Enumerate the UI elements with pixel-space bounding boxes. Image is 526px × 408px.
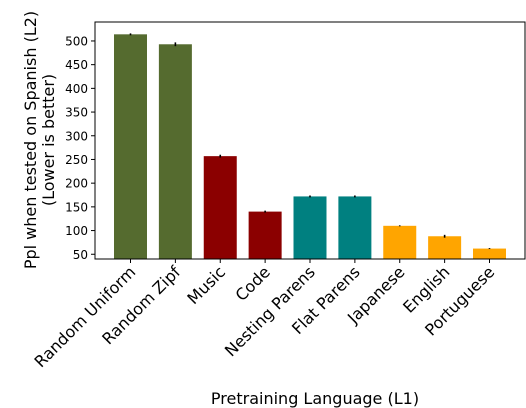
bar: [383, 225, 417, 259]
bar: [114, 34, 147, 259]
y-ticks-group: 50 100 150 200 250 300 350 400 450 500: [65, 34, 95, 262]
bars-group: [114, 34, 506, 259]
y-tick-label: 400: [65, 82, 88, 96]
y-tick-label: 350: [65, 106, 88, 120]
error-bars-group: [129, 33, 491, 250]
y-tick-label: 500: [65, 34, 88, 48]
x-axis-label: Pretraining Language (L1): [211, 389, 419, 408]
bar: [293, 196, 327, 259]
y-tick-label: 300: [65, 129, 88, 143]
x-tick-label: Code: [232, 262, 274, 304]
bar: [248, 211, 282, 259]
bar: [428, 236, 462, 259]
y-axis-label-sub: (Lower is better): [39, 74, 58, 206]
x-tick-label: Music: [183, 262, 229, 308]
y-tick-label: 100: [65, 224, 88, 238]
y-tick-label: 450: [65, 58, 88, 72]
plot-frame: [94, 21, 526, 260]
y-tick-label: 250: [65, 153, 88, 167]
bar: [473, 248, 506, 259]
bar: [158, 44, 192, 259]
bar: [338, 196, 372, 259]
y-axis-label: Ppl when tested on Spanish (L2): [21, 11, 40, 269]
y-tick-label: 150: [65, 200, 88, 214]
y-tick-label: 50: [73, 248, 88, 262]
x-tick-label: Random Zipf: [98, 262, 184, 348]
y-tick-label: 200: [65, 177, 88, 191]
bar: [203, 156, 237, 259]
